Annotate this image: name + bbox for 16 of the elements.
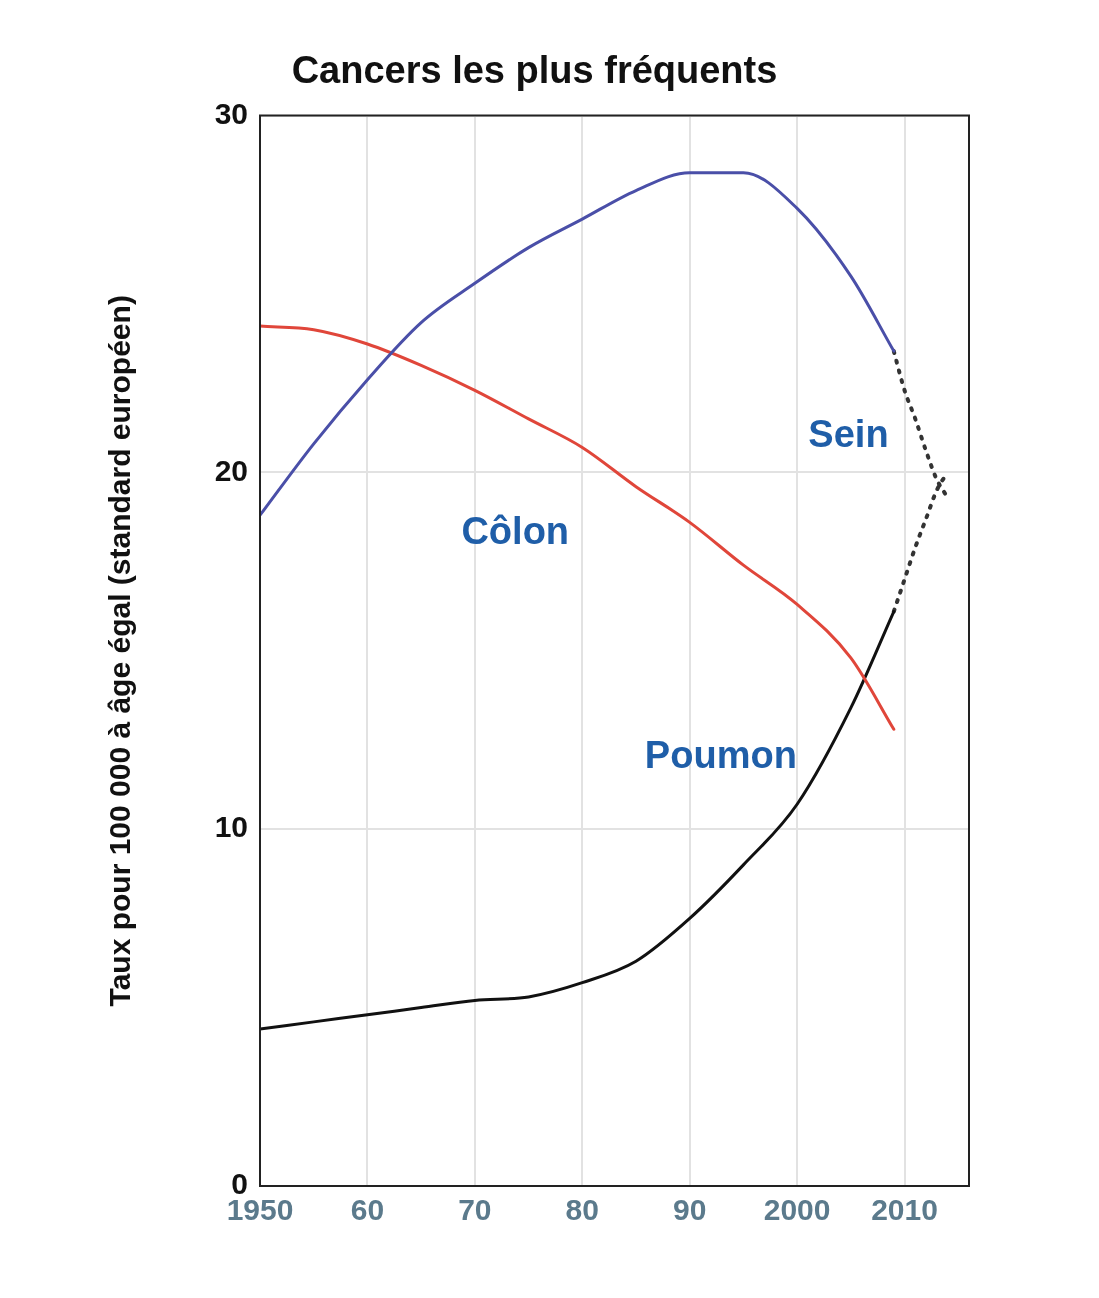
y-tick-label: 10 [214, 810, 248, 844]
series-label: Poumon [644, 734, 797, 777]
chart-title: Cancers les plus fréquents [291, 49, 778, 92]
x-tick-label: 90 [673, 1193, 707, 1227]
x-tick-label: 70 [458, 1193, 492, 1227]
x-tick-label: 2000 [763, 1193, 831, 1227]
y-axis-title: Taux pour 100 000 à âge égal (standard européen) [103, 295, 137, 1007]
x-tick-label: 80 [565, 1193, 599, 1227]
series-label: Sein [808, 413, 889, 456]
y-tick-label: 20 [214, 453, 248, 487]
line-series [260, 324, 896, 731]
x-tick-label: 2010 [871, 1193, 938, 1227]
line-series [260, 610, 896, 1031]
x-tick-label: 60 [350, 1193, 385, 1227]
y-tick-label: 30 [214, 96, 248, 130]
series-label: Côlon [461, 509, 570, 552]
